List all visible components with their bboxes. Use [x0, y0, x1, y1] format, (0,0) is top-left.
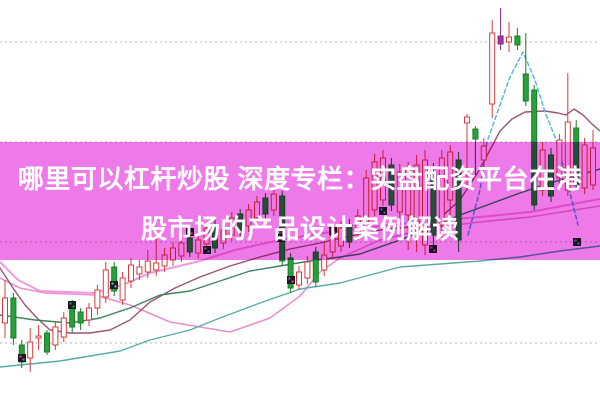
- headline-banner: 哪里可以杠杆炒股 深度专栏：实盘配资平台在港 股市场的产品设计案例解读: [0, 154, 600, 254]
- headline-banner-background: [0, 142, 600, 260]
- headline-line-1: 哪里可以杠杆炒股 深度专栏：实盘配资平台在港: [17, 164, 583, 194]
- headline-line-2: 股市场的产品设计案例解读: [140, 214, 459, 244]
